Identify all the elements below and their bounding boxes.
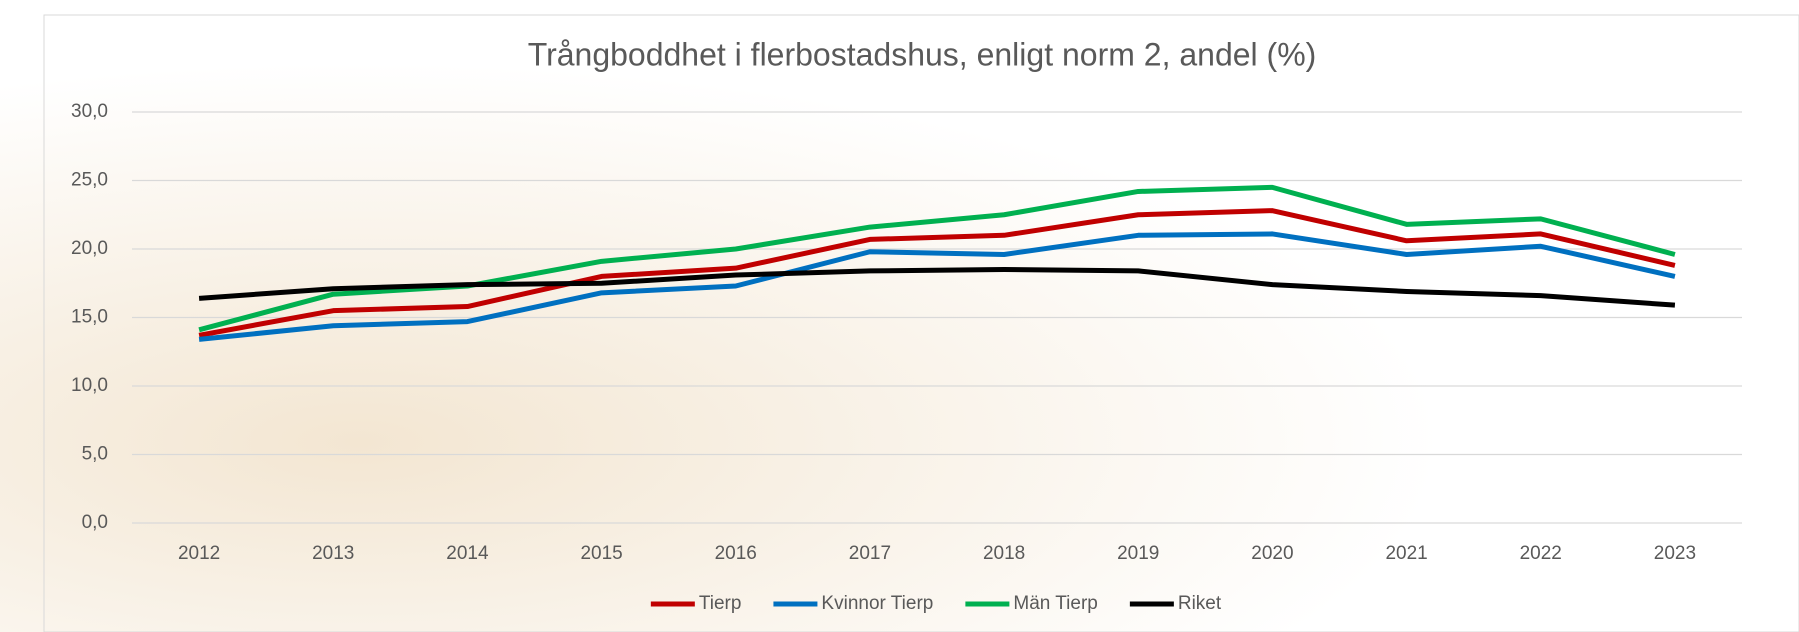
chart-title: Trångboddhet i flerbostadshus, enligt no… bbox=[528, 36, 1317, 72]
x-tick-label: 2020 bbox=[1251, 543, 1293, 564]
y-tick-label: 25,0 bbox=[71, 170, 108, 191]
y-tick-label: 5,0 bbox=[82, 444, 108, 465]
x-tick-label: 2014 bbox=[446, 543, 489, 564]
x-tick-label: 2018 bbox=[983, 543, 1025, 564]
y-tick-label: 10,0 bbox=[71, 375, 108, 396]
y-tick-label: 15,0 bbox=[71, 307, 108, 328]
x-tick-label: 2022 bbox=[1520, 543, 1562, 564]
chart: Trångboddhet i flerbostadshus, enligt no… bbox=[0, 0, 1799, 632]
x-tick-label: 2021 bbox=[1385, 543, 1427, 564]
x-tick-label: 2019 bbox=[1117, 543, 1159, 564]
x-tick-label: 2017 bbox=[849, 543, 891, 564]
x-tick-label: 2012 bbox=[178, 543, 220, 564]
x-tick-label: 2015 bbox=[580, 543, 622, 564]
x-tick-label: 2023 bbox=[1654, 543, 1696, 564]
x-tick-label: 2013 bbox=[312, 543, 354, 564]
legend-label: Riket bbox=[1178, 593, 1222, 614]
legend-label: Kvinnor Tierp bbox=[821, 593, 933, 614]
legend-label: Män Tierp bbox=[1013, 593, 1097, 614]
legend-label: Tierp bbox=[699, 593, 742, 614]
background bbox=[0, 0, 1799, 632]
x-tick-label: 2016 bbox=[715, 543, 757, 564]
y-tick-label: 0,0 bbox=[82, 512, 108, 533]
y-tick-label: 30,0 bbox=[71, 101, 108, 122]
y-tick-label: 20,0 bbox=[71, 238, 108, 259]
